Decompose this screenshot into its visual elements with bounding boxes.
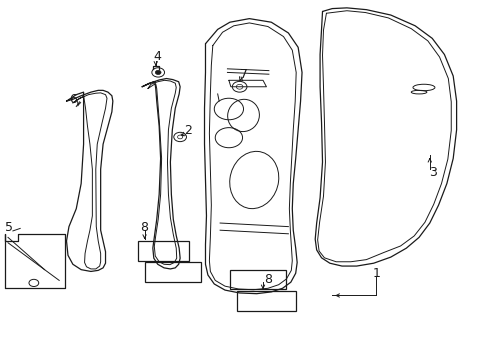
Text: 8: 8 (140, 221, 148, 234)
Text: 5: 5 (5, 221, 14, 234)
Circle shape (155, 70, 161, 75)
Text: 6: 6 (69, 93, 77, 106)
Bar (144, 262, 200, 282)
Bar (138, 241, 189, 261)
Text: 8: 8 (264, 273, 271, 286)
Text: 1: 1 (371, 267, 379, 280)
Bar (229, 270, 285, 289)
Bar (237, 291, 295, 311)
Text: 3: 3 (428, 166, 436, 179)
Text: 2: 2 (183, 124, 191, 137)
Text: 7: 7 (240, 68, 248, 81)
Text: 4: 4 (153, 50, 162, 63)
